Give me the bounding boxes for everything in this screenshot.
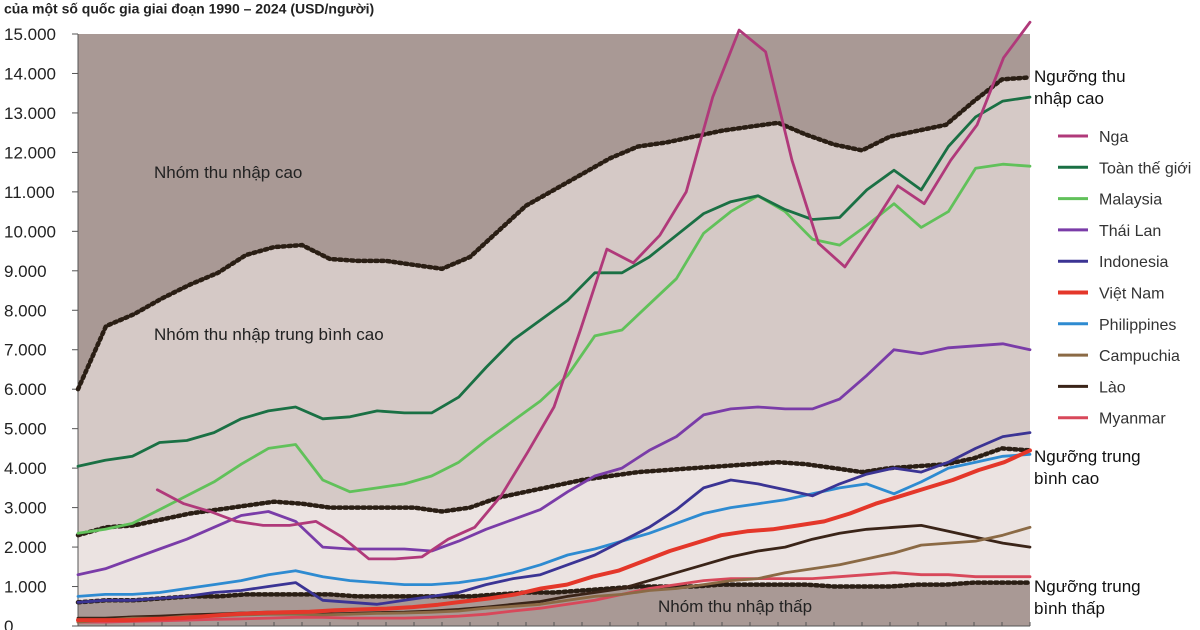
series-line <box>76 448 1032 623</box>
legend: Nga Toàn thế giới Malaysia Thái Lan Indonesi… <box>1058 129 1191 428</box>
series-line <box>155 20 1032 561</box>
y-tick-label: 7.000 <box>4 341 47 360</box>
income-zones <box>78 34 1030 626</box>
threshold-label: Ngưỡng thu <box>1034 67 1126 86</box>
y-tick-label: 14.000 <box>4 64 56 83</box>
y-axis: 0 1.000 2.000 3.000 4.000 5.000 6.000 7.000 8.00… <box>4 25 1031 630</box>
legend-label: Campuchia <box>1099 348 1180 365</box>
series-line <box>76 452 1032 598</box>
series-line <box>76 342 1032 577</box>
y-tick-label: 9.000 <box>4 262 47 281</box>
threshold-line-2 <box>75 580 1033 605</box>
y-tick-label: 1.000 <box>4 578 47 597</box>
zone-labels: Nhóm thu nhập cao Nhóm thu nhập trung bìn… <box>154 163 812 616</box>
y-tick-label: 4.000 <box>4 459 47 478</box>
y-tick-label: 6.000 <box>4 380 47 399</box>
series-line <box>76 95 1032 468</box>
y-tick-label: 13.000 <box>4 104 56 123</box>
threshold-labels: Ngưỡng thu nhập cao Ngưỡng trung bình cao Ng… <box>1034 67 1141 618</box>
series-line <box>76 162 1032 535</box>
y-tick-label: 2.000 <box>4 538 47 557</box>
legend-label: Indonesia <box>1099 254 1168 271</box>
threshold-lines <box>75 75 1033 605</box>
y-tick-label: 0 <box>4 617 13 630</box>
chart-title: của một số quốc gia giai đoạn 1990 – 202… <box>4 0 374 16</box>
y-tick-label: 5.000 <box>4 420 47 439</box>
legend-label: Philippines <box>1099 317 1176 334</box>
series-line <box>76 571 1032 624</box>
threshold-label: bình thấp <box>1034 599 1105 618</box>
zone-label: Nhóm thu nhập thấp <box>658 597 812 616</box>
y-tick-label: 10.000 <box>4 222 56 241</box>
legend-label: Việt Nam <box>1099 286 1165 303</box>
threshold-label: nhập cao <box>1034 89 1104 108</box>
threshold-line-1 <box>75 446 1033 538</box>
legend-label: Nga <box>1099 129 1128 146</box>
series-lines <box>76 20 1032 624</box>
zone-label: Nhóm thu nhập trung bình cao <box>154 325 384 344</box>
y-tick-label: 3.000 <box>4 499 47 518</box>
threshold-label: Ngưỡng trung <box>1034 447 1141 466</box>
threshold-line-0 <box>75 75 1033 392</box>
threshold-label: Ngưỡng trung <box>1034 577 1141 596</box>
zone-upper-middle <box>78 77 1030 536</box>
legend-label: Myanmar <box>1099 411 1166 428</box>
zone-label: Nhóm thu nhập cao <box>154 163 302 182</box>
y-tick-label: 11.000 <box>4 183 55 202</box>
zone-high <box>78 34 1030 390</box>
legend-label: Thái Lan <box>1099 223 1161 240</box>
series-line <box>76 431 1032 606</box>
y-tick-label: 15.000 <box>4 25 56 44</box>
legend-label: Lào <box>1099 379 1126 396</box>
y-tick-label: 8.000 <box>4 301 47 320</box>
legend-label: Toàn thế giới <box>1099 160 1191 177</box>
zone-lower-middle <box>78 448 1030 603</box>
legend-label: Malaysia <box>1099 192 1162 209</box>
threshold-label: bình cao <box>1034 469 1099 488</box>
y-tick-label: 12.000 <box>4 143 56 162</box>
